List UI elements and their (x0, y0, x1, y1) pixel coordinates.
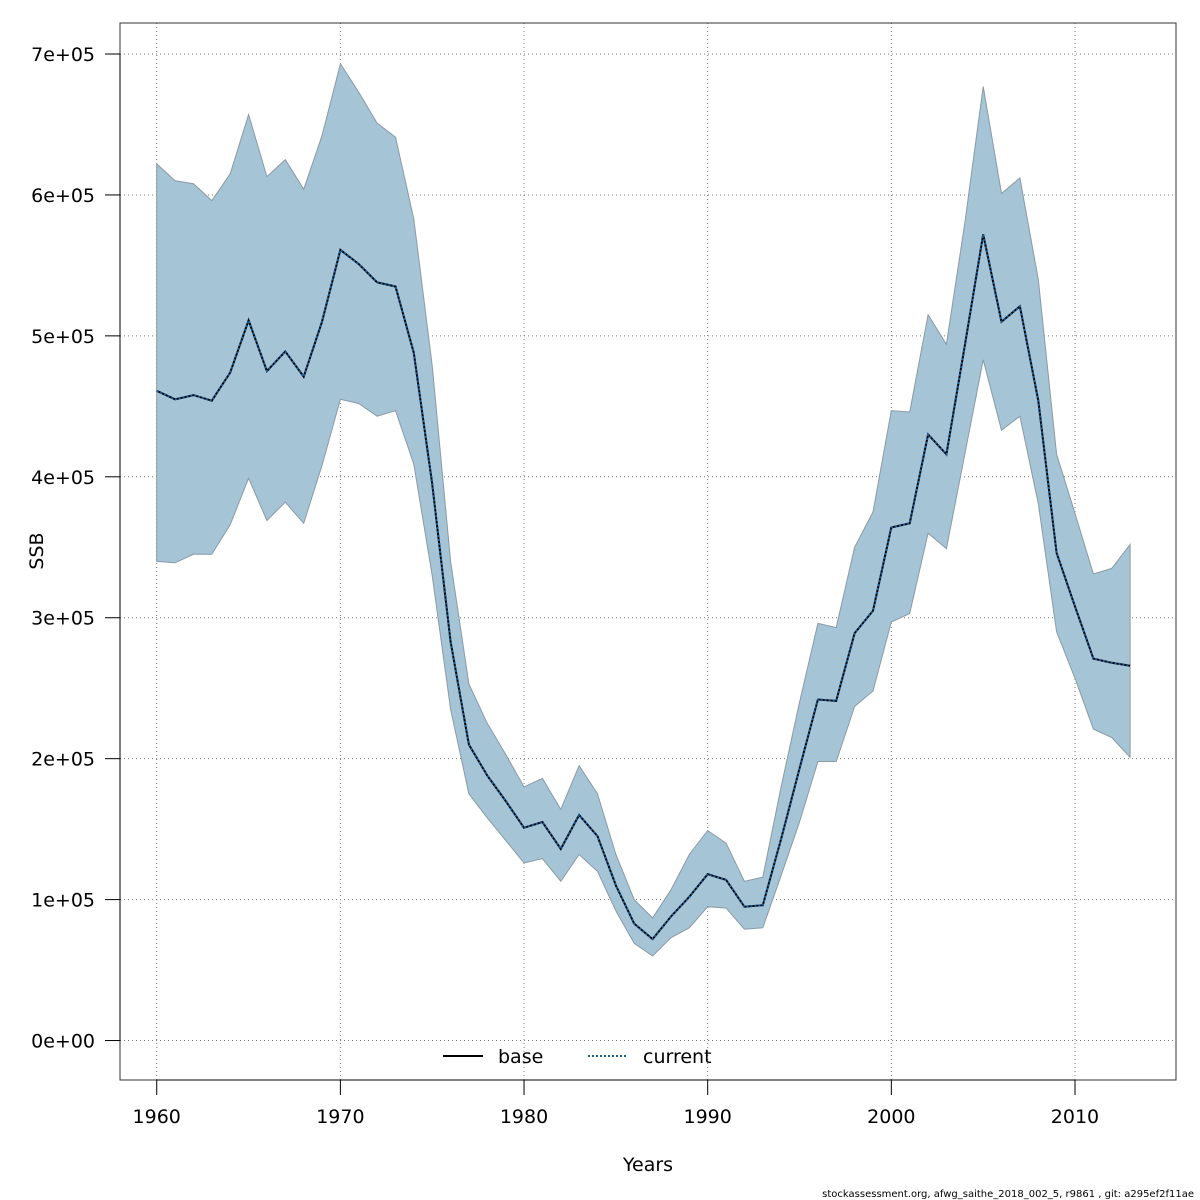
y-tick-label: 3e+05 (31, 608, 95, 630)
grid-lines (120, 23, 1176, 1080)
y-tick-label: 2e+05 (31, 749, 95, 771)
y-axis: 0e+00 1e+05 2e+05 3e+05 4e+05 5e+05 6e+05 7e+05 (31, 44, 121, 1053)
footer-note: stockassessment.org, afwg_saithe_2018_00… (822, 1189, 1194, 1200)
y-axis-title: SSB (26, 532, 48, 569)
x-tick-label: 1980 (500, 1106, 548, 1128)
legend-label-current: current (643, 1046, 712, 1068)
legend: base current (443, 1046, 712, 1068)
x-axis-title: Years (622, 1154, 673, 1176)
y-tick-label: 4e+05 (31, 467, 95, 489)
y-tick-label: 5e+05 (31, 326, 95, 348)
x-tick-label: 1990 (684, 1106, 732, 1128)
legend-label-base: base (498, 1046, 543, 1068)
y-tick-label: 6e+05 (31, 185, 95, 207)
x-axis: 1960 1970 1980 1990 2000 2010 (133, 1079, 1099, 1128)
x-tick-label: 1960 (133, 1106, 181, 1128)
confidence-band (156, 62, 1131, 957)
x-tick-label: 2010 (1051, 1106, 1099, 1128)
y-tick-label: 0e+00 (31, 1031, 95, 1053)
series-line-current (156, 234, 1131, 941)
y-tick-label: 1e+05 (31, 890, 95, 912)
x-tick-label: 2000 (867, 1106, 915, 1128)
y-tick-label: 7e+05 (31, 44, 95, 66)
series-lines (156, 234, 1131, 941)
x-tick-label: 1970 (316, 1106, 364, 1128)
